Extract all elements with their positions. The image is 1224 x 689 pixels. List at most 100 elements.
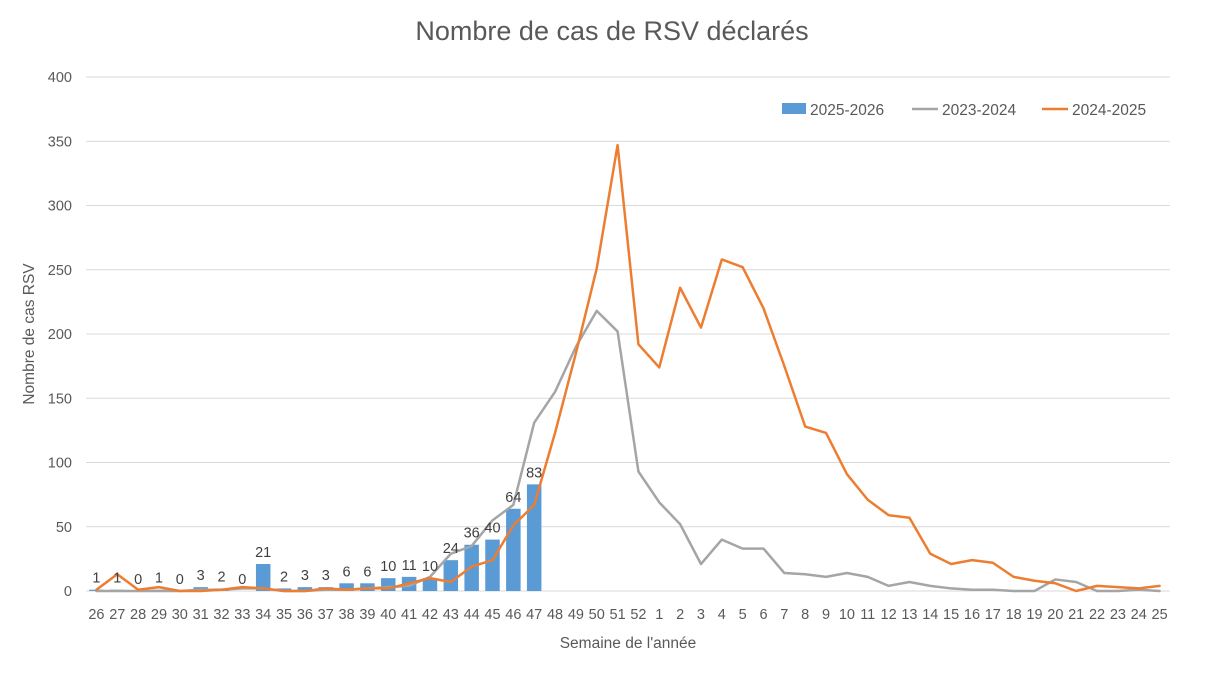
x-tick-label: 41 [401,607,417,623]
x-tick-label: 5 [739,607,747,623]
y-tick-label: 150 [48,391,72,407]
legend-label-2023-2024: 2023-2024 [942,102,1017,119]
chart-title: Nombre de cas de RSV déclarés [415,16,808,46]
y-tick-label: 300 [48,199,72,215]
line-series-layer [95,143,1161,593]
x-tick-label: 6 [759,607,767,623]
x-tick-label: 3 [697,607,705,623]
x-tick-label: 35 [276,607,292,623]
bar-data-label: 2 [217,569,225,585]
bar-data-label: 10 [422,559,438,575]
y-tick-label: 350 [48,134,72,150]
x-axis-ticks: 26 27 28 29 30 31 32 33 34 35 36 37 38 39 40 41 42 43 44 45… [88,607,1167,623]
x-tick-label: 36 [297,607,313,623]
x-tick-label: 31 [193,607,209,623]
x-tick-label: 32 [213,607,229,623]
x-tick-label: 37 [318,607,334,623]
x-tick-label: 33 [234,607,250,623]
x-tick-label: 42 [422,607,438,623]
x-tick-label: 15 [943,607,959,623]
x-tick-label: 7 [780,607,788,623]
x-tick-label: 30 [172,607,188,623]
legend-label-2024-2025: 2024-2025 [1072,102,1146,119]
bar-data-label: 1 [155,571,163,587]
x-tick-label: 13 [901,607,917,623]
x-tick-label: 4 [718,607,726,623]
bar-data-label: 2 [280,569,288,585]
y-axis-ticks: 0 50 100 150 200 250 300 350 400 [48,70,72,600]
bar-data-label: 0 [134,572,142,588]
bar-data-label: 0 [238,572,246,588]
legend-swatch-2025-2026 [782,103,806,114]
x-tick-label: 26 [88,607,104,623]
x-tick-label: 11 [860,607,875,623]
x-tick-label: 38 [339,607,355,623]
bar-data-label: 10 [380,559,396,575]
x-tick-label: 19 [1026,607,1042,623]
y-tick-label: 250 [48,263,72,279]
x-tick-label: 39 [359,607,375,623]
x-tick-label: 12 [881,607,897,623]
bar-week-45 [485,539,500,591]
x-axis-title: Semaine de l'année [560,635,697,652]
bar-week-42 [422,578,438,591]
bar-data-label: 6 [343,564,351,580]
x-tick-label: 18 [1006,607,1022,623]
x-tick-label: 27 [109,607,125,623]
bar-data-label: 36 [464,526,480,542]
x-tick-label: 40 [380,607,396,623]
bar-data-label: 0 [176,572,184,588]
x-tick-label: 1 [655,607,663,623]
x-tick-label: 20 [1047,607,1063,623]
legend-label-2025-2026: 2025-2026 [810,102,884,119]
bar-data-label: 83 [526,465,542,481]
bar-week-34 [255,564,271,591]
x-tick-label: 29 [151,607,167,623]
bar-week-39 [360,583,375,591]
x-tick-label: 50 [589,607,605,623]
x-tick-label: 44 [464,607,480,623]
bar-data-label: 1 [92,571,100,587]
x-tick-label: 48 [547,607,563,623]
gridlines [86,76,1170,592]
legend: 2025-2026 2023-2024 2024-2025 [782,102,1146,119]
x-tick-label: 2 [676,607,684,623]
x-tick-label: 16 [964,607,980,623]
bar-data-label: 6 [363,564,371,580]
x-tick-label: 34 [255,607,271,623]
bar-data-label: 40 [484,521,500,537]
bar-data-label: 3 [197,568,205,584]
y-tick-label: 100 [48,456,72,472]
x-tick-label: 51 [610,607,626,623]
bar-week-47 [526,484,542,591]
x-tick-label: 43 [443,607,459,623]
bar-data-label: 11 [402,558,417,574]
x-tick-label: 47 [526,607,542,623]
bar-data-label: 3 [301,568,309,584]
line-series-2024-2025 [95,143,1161,593]
x-tick-label: 17 [985,607,1001,623]
y-tick-label: 50 [56,520,72,536]
bar-week-38 [339,583,354,591]
x-tick-label: 52 [630,607,646,623]
y-tick-label: 200 [48,327,72,343]
bar-week-35 [276,588,292,591]
x-tick-label: 22 [1089,607,1105,623]
bar-data-label: 64 [505,490,521,506]
x-tick-label: 10 [839,607,855,623]
x-tick-label: 45 [484,607,500,623]
x-tick-label: 46 [505,607,521,623]
x-tick-label: 23 [1110,607,1126,623]
bar-week-36 [297,587,313,591]
x-tick-label: 25 [1152,607,1168,623]
x-tick-label: 28 [130,607,146,623]
x-tick-label: 8 [801,607,809,623]
bar-data-label: 1 [113,571,121,587]
x-tick-label: 49 [568,607,584,623]
x-tick-label: 21 [1068,607,1084,623]
x-tick-label: 14 [922,607,938,623]
y-tick-label: 0 [64,584,72,600]
bar-data-label: 24 [443,541,459,557]
